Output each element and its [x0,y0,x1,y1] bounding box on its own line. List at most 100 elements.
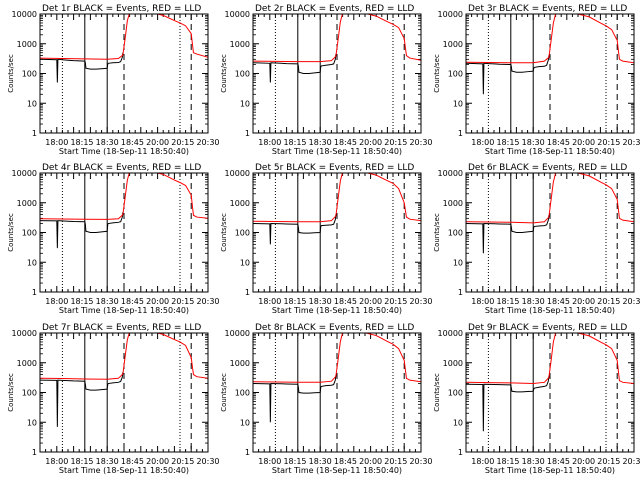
x-tick-label: 18:15 [496,457,519,466]
y-axis-label: Counts/sec [220,54,228,93]
plot-frame [465,332,635,453]
y-tick-label: 1 [245,288,250,297]
x-tick-label: 20:15 [384,297,407,306]
y-tick-label: 10 [453,418,463,427]
y-tick-label: 10000 [438,329,463,338]
x-tick-label: 18:00 [471,297,494,306]
y-axis-label: Counts/sec [7,373,15,412]
lld-series-line [466,14,634,64]
events-series-line [253,54,337,83]
y-tick-label: 1000 [230,359,250,368]
x-tick-label: 18:30 [522,457,545,466]
lld-series-line [253,173,421,223]
x-axis-label: Start Time (18-Sep-11 18:50:40) [59,147,189,156]
x-tick-label: 20:00 [359,138,382,147]
events-series-line [40,212,124,249]
detector-panel-1: Det 1r BLACK = Events, RED = LLD Counts/s… [7,4,220,156]
x-tick-label: 18:15 [283,297,306,306]
detector-panel-2: Det 2r BLACK = Events, RED = LLD Counts/s… [220,4,433,156]
x-tick-label: 20:00 [146,297,169,306]
y-tick-label: 100 [22,229,37,238]
y-tick-label: 1 [458,448,463,457]
x-tick-label: 20:30 [196,457,219,466]
plot-frame [252,13,422,134]
x-tick-label: 20:15 [384,457,407,466]
x-tick-label: 18:00 [45,297,68,306]
y-tick-label: 1 [458,288,463,297]
panel-title: Det 8r BLACK = Events, RED = LLD [255,323,414,333]
x-axis-label: Start Time (18-Sep-11 18:50:40) [485,147,615,156]
x-tick-label: 18:00 [45,457,68,466]
events-series-line [253,214,337,245]
events-series-line [466,55,550,95]
x-tick-label: 18:30 [309,138,332,147]
lld-series-line [40,14,208,60]
x-tick-label: 18:15 [283,457,306,466]
x-axis-label: Start Time (18-Sep-11 18:50:40) [59,306,189,315]
x-tick-label: 20:30 [196,138,219,147]
x-tick-label: 18:30 [309,457,332,466]
y-tick-label: 10 [240,99,250,108]
y-axis-label: Counts/sec [220,213,228,252]
y-tick-label: 10000 [225,169,250,178]
y-axis-label: Counts/sec [433,54,441,93]
x-tick-label: 20:15 [597,297,620,306]
y-tick-label: 1000 [17,40,37,49]
x-axis-label: Start Time (18-Sep-11 18:50:40) [485,466,615,475]
x-tick-label: 18:15 [496,297,519,306]
x-tick-label: 20:00 [572,297,595,306]
panel-title: Det 7r BLACK = Events, RED = LLD [42,323,201,333]
x-tick-label: 20:15 [597,138,620,147]
x-tick-label: 18:15 [70,138,93,147]
y-tick-label: 100 [448,389,463,398]
y-tick-label: 1000 [443,199,463,208]
lld-series-line [40,173,208,220]
y-tick-label: 1000 [443,40,463,49]
x-tick-label: 20:30 [622,138,640,147]
x-axis-label: Start Time (18-Sep-11 18:50:40) [272,147,402,156]
x-tick-label: 20:30 [409,457,432,466]
lld-series-line [466,333,634,385]
y-tick-label: 1000 [17,199,37,208]
x-tick-label: 20:15 [171,297,194,306]
y-axis-label: Counts/sec [7,213,15,252]
y-tick-label: 10 [453,99,463,108]
x-tick-label: 18:45 [547,457,570,466]
x-tick-label: 18:45 [121,297,144,306]
x-tick-label: 20:15 [171,457,194,466]
x-tick-label: 20:15 [597,457,620,466]
x-tick-label: 20:00 [146,138,169,147]
y-axis-label: Counts/sec [433,213,441,252]
detector-panel-3: Det 3r BLACK = Events, RED = LLD Counts/s… [433,4,640,156]
x-tick-label: 20:00 [359,297,382,306]
y-tick-label: 1000 [443,359,463,368]
events-series-line [40,372,124,427]
plot-frame [465,172,635,293]
x-tick-label: 20:30 [622,457,640,466]
x-tick-label: 18:45 [334,457,357,466]
detector-panel-5: Det 5r BLACK = Events, RED = LLD Counts/s… [220,163,433,315]
y-axis-label: Counts/sec [220,373,228,412]
x-tick-label: 20:00 [572,138,595,147]
panel-title: Det 2r BLACK = Events, RED = LLD [255,4,414,14]
plot-frame [39,332,209,453]
x-tick-label: 18:00 [258,457,281,466]
y-tick-label: 10 [453,258,463,267]
y-tick-label: 1000 [230,40,250,49]
y-tick-label: 1 [32,129,37,138]
x-tick-label: 18:15 [70,457,93,466]
panel-title: Det 6r BLACK = Events, RED = LLD [468,163,627,173]
y-tick-label: 10000 [225,329,250,338]
panel-title: Det 9r BLACK = Events, RED = LLD [468,323,627,333]
y-tick-label: 1 [32,288,37,297]
lld-series-line [40,333,208,380]
y-tick-label: 10000 [12,10,37,19]
x-tick-label: 18:00 [471,138,494,147]
x-tick-label: 20:30 [196,297,219,306]
x-tick-label: 18:45 [334,297,357,306]
y-tick-label: 10 [27,99,37,108]
panel-title: Det 1r BLACK = Events, RED = LLD [42,4,201,14]
y-tick-label: 10 [27,418,37,427]
plot-frame [465,13,635,134]
x-tick-label: 18:45 [547,297,570,306]
